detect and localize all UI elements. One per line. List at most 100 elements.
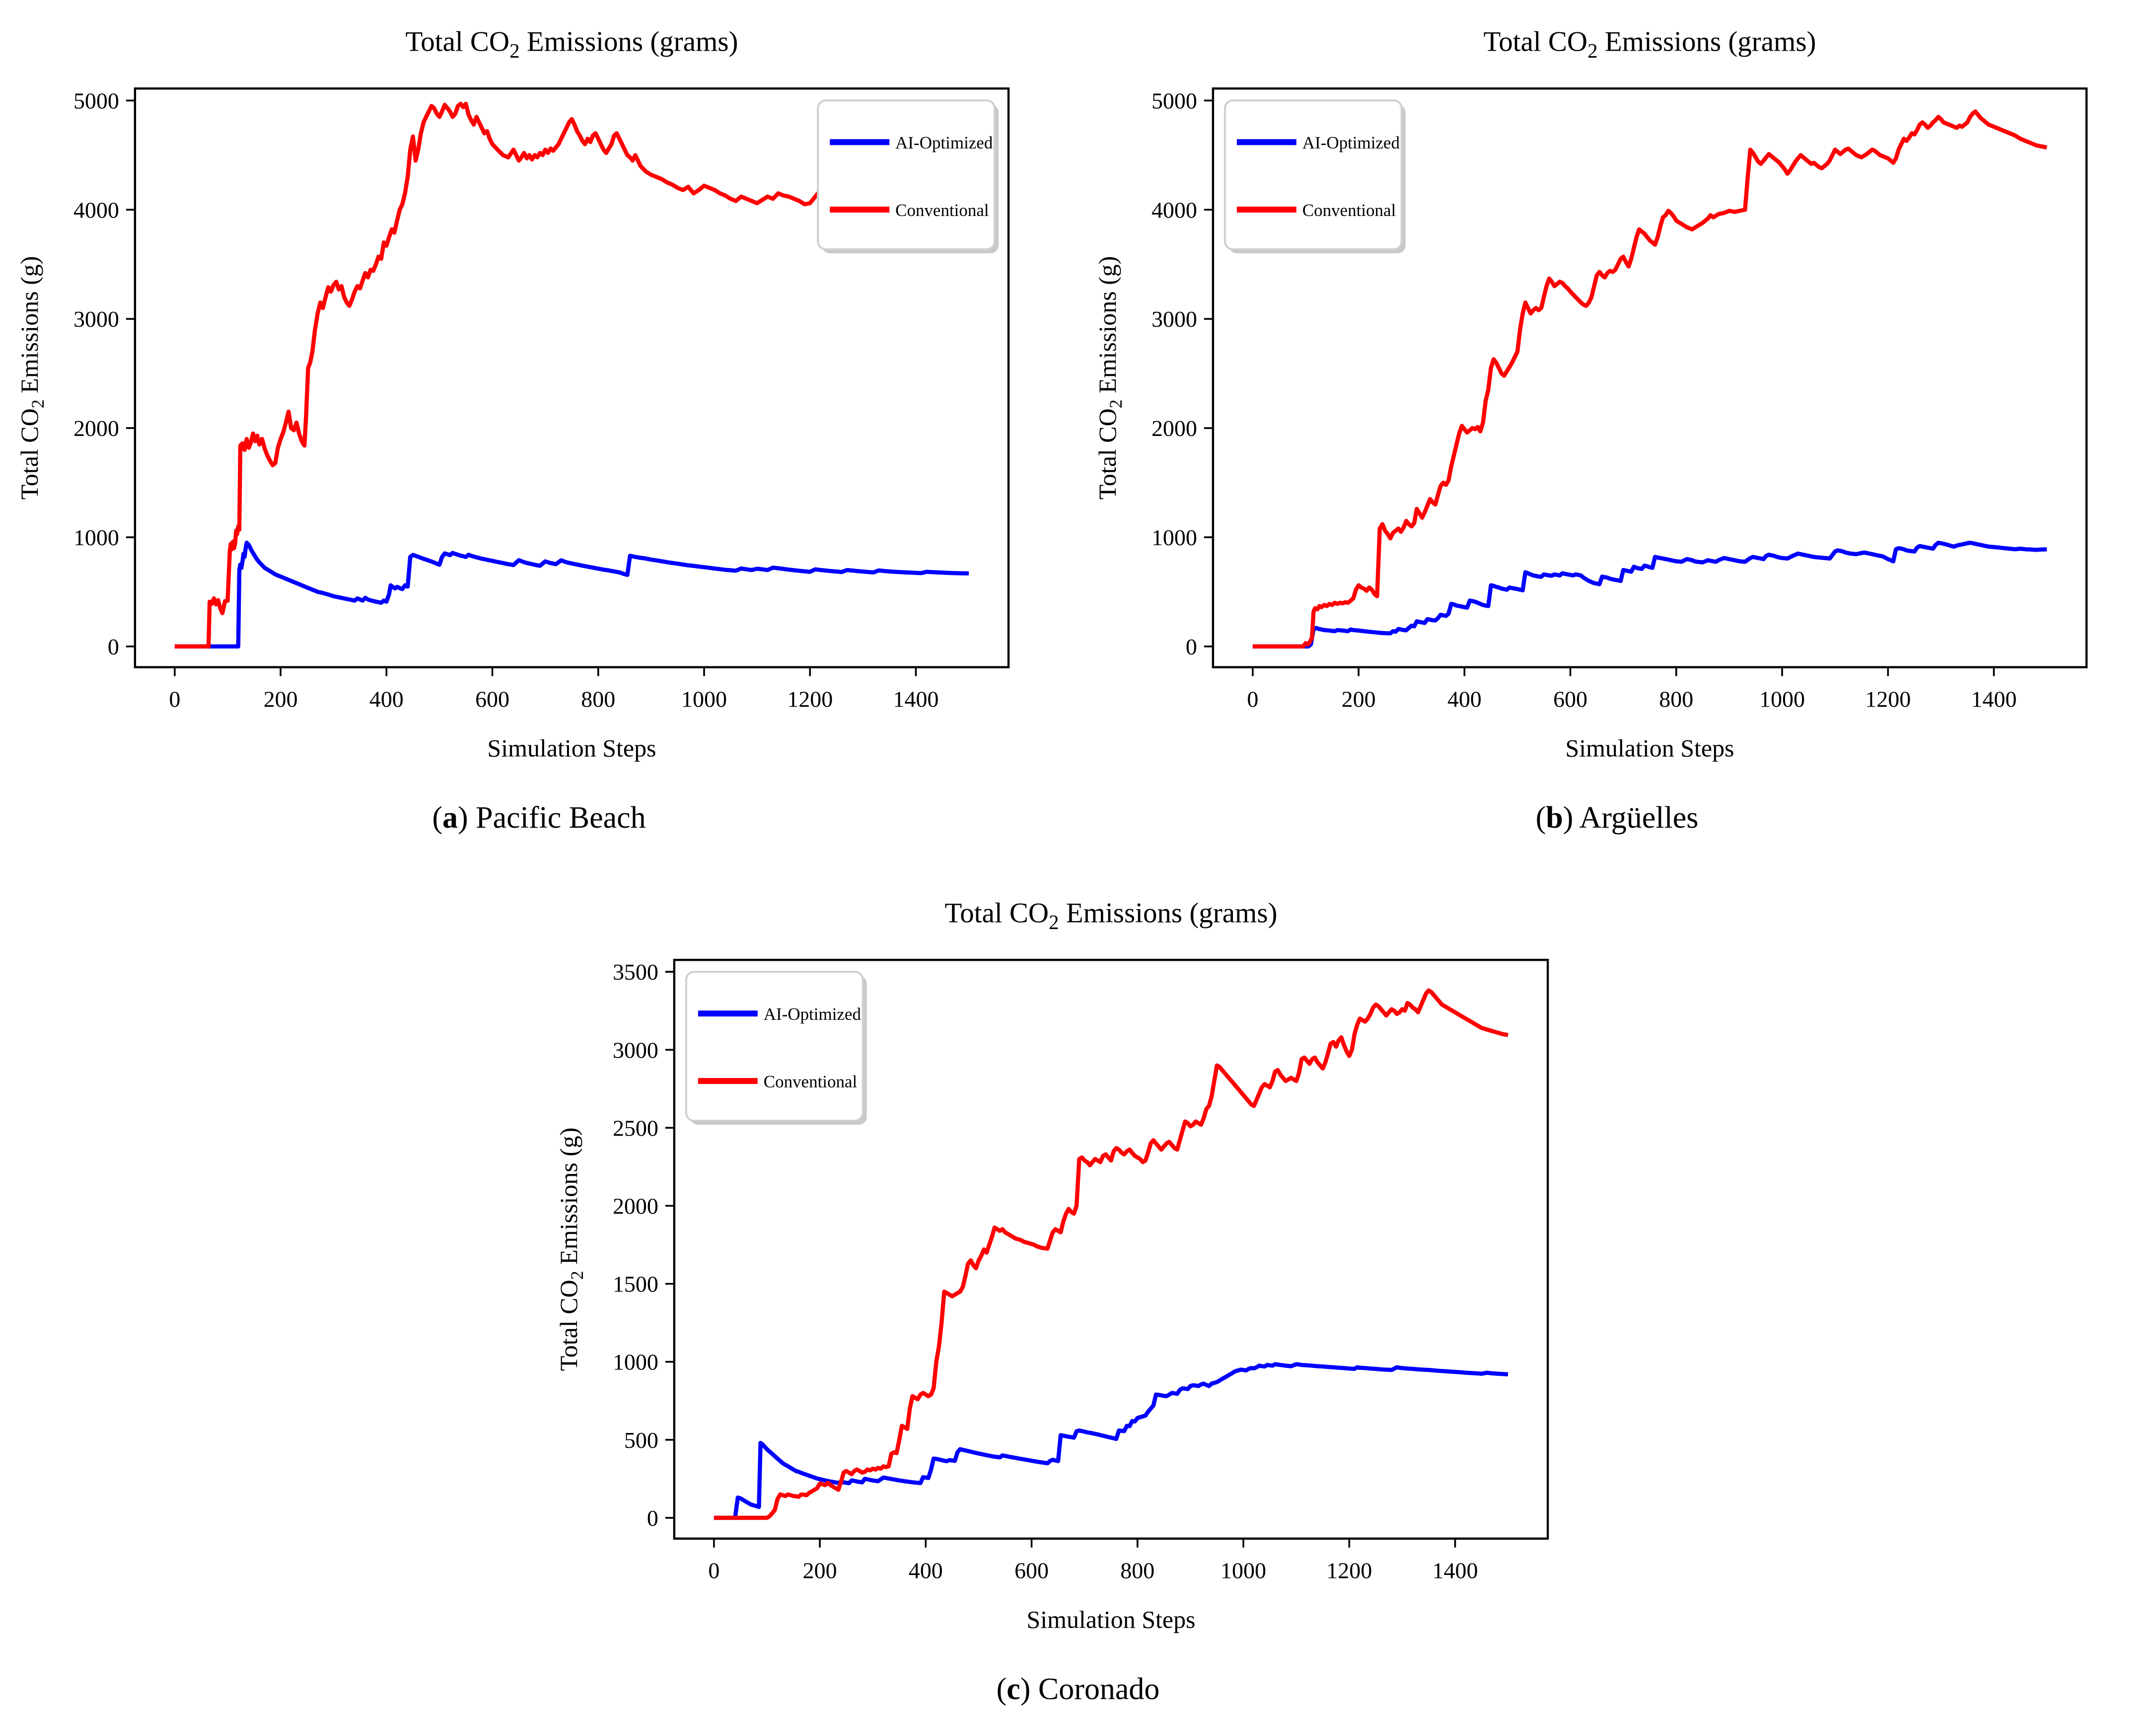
x-axis-label: Simulation Steps xyxy=(1565,734,1734,762)
plot-border xyxy=(134,87,1010,668)
series-conventional-line xyxy=(1252,109,2047,649)
y-axis: 0 1000 2000 3000 4000 5000 xyxy=(73,88,135,659)
y-tick-label: 4000 xyxy=(73,197,119,222)
series-ai-optimized-line xyxy=(714,1362,1508,1520)
caption-label: Coronado xyxy=(1038,1672,1160,1706)
legend-label: Conventional xyxy=(895,201,989,220)
chart-title: Total CO2 Emissions (grams) xyxy=(405,26,738,62)
x-axis-label: Simulation Steps xyxy=(1026,1606,1195,1634)
x-tick-label: 600 xyxy=(1553,687,1587,712)
y-tick-label: 4000 xyxy=(1151,197,1197,222)
y-tick-label: 5000 xyxy=(73,88,119,113)
x-tick-label: 800 xyxy=(581,687,615,712)
y-tick-label: 3000 xyxy=(612,1037,658,1063)
legend-box xyxy=(1223,99,1403,251)
legend: AI-Optimized Conventional xyxy=(817,99,999,254)
series-ai-optimized-line xyxy=(174,540,969,649)
legend: AI-Optimized Conventional xyxy=(685,971,867,1125)
caption-letter: c xyxy=(1006,1672,1020,1706)
y-tick-label: 0 xyxy=(1186,634,1197,659)
y-tick-label: 2000 xyxy=(612,1193,658,1218)
x-tick-label: 1200 xyxy=(1326,1558,1372,1583)
caption-letter: a xyxy=(442,801,458,835)
legend-label: Conventional xyxy=(1302,201,1396,220)
x-tick-label: 1000 xyxy=(1759,687,1805,712)
y-tick-label: 1000 xyxy=(1151,525,1197,550)
legend-box xyxy=(817,99,996,251)
caption-open: ( xyxy=(432,801,442,835)
figure-pacific-beach: Total CO2 Emissions (grams) 0 200 400 600 800… xyxy=(0,9,1078,836)
x-tick-label: 0 xyxy=(1247,687,1258,712)
caption-close: ) xyxy=(1020,1672,1038,1706)
x-axis: 0 200 400 600 800 1000 1200 1400 xyxy=(708,1538,1478,1583)
y-tick-label: 0 xyxy=(647,1505,658,1531)
x-tick-label: 600 xyxy=(1014,1558,1049,1583)
x-tick-label: 1000 xyxy=(1221,1558,1266,1583)
chart-coronado: Total CO2 Emissions (grams) 0 200 400 600 800… xyxy=(554,897,1549,1634)
y-axis-label: Total CO2 Emissions (g) xyxy=(554,1128,586,1371)
x-tick-label: 1200 xyxy=(1865,687,1911,712)
y-tick-label: 1000 xyxy=(612,1350,658,1375)
caption-label: Pacific Beach xyxy=(476,801,646,835)
y-tick-label: 2000 xyxy=(73,416,119,441)
y-tick-label: 1000 xyxy=(73,525,119,550)
figure-arguelles: Total CO2 Emissions (grams) 0 200 400 600 800… xyxy=(1078,9,2156,836)
x-tick-label: 400 xyxy=(1447,687,1482,712)
bottom-row: Total CO2 Emissions (grams) 0 200 400 600 800… xyxy=(0,880,2156,1707)
y-tick-label: 1500 xyxy=(612,1272,658,1297)
x-tick-label: 800 xyxy=(1120,1558,1154,1583)
chart-arguelles: Total CO2 Emissions (grams) 0 200 400 600 800… xyxy=(1093,26,2088,762)
caption-close: ) xyxy=(457,801,476,835)
caption-pacific-beach: (a) Pacific Beach xyxy=(432,800,646,836)
x-axis-label: Simulation Steps xyxy=(487,734,656,762)
y-tick-label: 0 xyxy=(108,634,119,659)
y-axis-label: Total CO2 Emissions (g) xyxy=(15,256,48,500)
x-tick-label: 1400 xyxy=(1432,1558,1478,1583)
series-conventional-line xyxy=(714,988,1509,1520)
x-tick-label: 800 xyxy=(1659,687,1693,712)
x-tick-label: 1000 xyxy=(681,687,727,712)
caption-open: ( xyxy=(1535,801,1546,835)
chart-title: Total CO2 Emissions (grams) xyxy=(1483,26,1816,62)
caption-arguelles: (b) Argüelles xyxy=(1536,800,1699,836)
caption-open: ( xyxy=(996,1672,1007,1706)
y-axis: 0 1000 2000 3000 4000 5000 xyxy=(1151,88,1213,659)
y-tick-label: 2500 xyxy=(612,1115,658,1141)
x-tick-label: 200 xyxy=(802,1558,837,1583)
top-row: Total CO2 Emissions (grams) 0 200 400 600 800… xyxy=(0,0,2156,836)
caption-label: Argüelles xyxy=(1579,801,1699,835)
y-tick-label: 2000 xyxy=(1151,416,1197,441)
x-tick-label: 0 xyxy=(169,687,180,712)
y-tick-label: 3500 xyxy=(612,959,658,985)
y-axis: 0 500 1000 1500 2000 2500 3000 3500 xyxy=(612,959,674,1531)
chart-pacific-beach: Total CO2 Emissions (grams) 0 200 400 600 800… xyxy=(15,26,1010,762)
legend-box xyxy=(685,971,864,1122)
x-tick-label: 600 xyxy=(475,687,509,712)
x-tick-label: 400 xyxy=(908,1558,942,1583)
x-tick-label: 200 xyxy=(1342,687,1376,712)
legend-label: AI-Optimized xyxy=(1302,133,1400,152)
caption-close: ) xyxy=(1563,801,1580,835)
y-axis-label: Total CO2 Emissions (g) xyxy=(1093,256,1126,500)
caption-letter: b xyxy=(1546,801,1563,835)
x-tick-label: 1400 xyxy=(1971,687,2017,712)
x-tick-label: 0 xyxy=(708,1558,719,1583)
legend-label: AI-Optimized xyxy=(763,1004,861,1024)
x-axis: 0 200 400 600 800 1000 1200 1400 xyxy=(169,667,938,712)
x-tick-label: 400 xyxy=(369,687,404,712)
plot-border xyxy=(673,959,1549,1540)
series-conventional-line xyxy=(174,101,969,649)
figure-coronado: Total CO2 Emissions (grams) 0 200 400 600 800… xyxy=(539,880,1617,1707)
legend-label: Conventional xyxy=(763,1072,857,1091)
series-ai-optimized-line xyxy=(1252,540,2047,649)
y-tick-label: 5000 xyxy=(1151,88,1197,113)
y-tick-label: 3000 xyxy=(73,306,119,332)
legend: AI-Optimized Conventional xyxy=(1223,99,1406,254)
x-axis: 0 200 400 600 800 1000 1200 1400 xyxy=(1247,667,2016,712)
x-tick-label: 1400 xyxy=(893,687,939,712)
plot-border xyxy=(1212,87,2088,668)
y-tick-label: 3000 xyxy=(1151,306,1197,332)
y-tick-label: 500 xyxy=(624,1427,658,1453)
x-tick-label: 1200 xyxy=(787,687,833,712)
